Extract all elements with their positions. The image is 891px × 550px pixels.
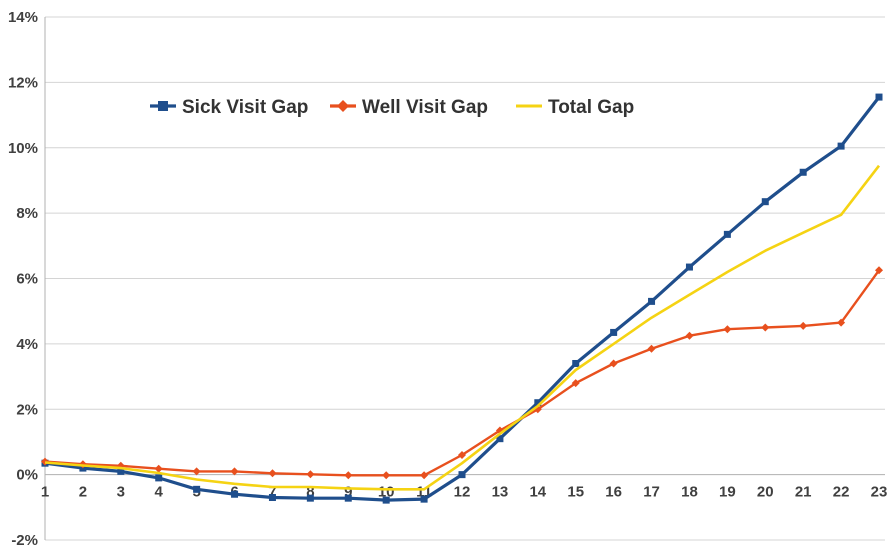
data-point-marker bbox=[117, 467, 125, 475]
data-point-marker bbox=[458, 451, 466, 459]
x-tick-label: 16 bbox=[605, 484, 622, 501]
y-tick-label: 10% bbox=[8, 140, 38, 157]
x-tick-label: 2 bbox=[79, 484, 87, 501]
data-point-marker bbox=[648, 297, 656, 305]
data-point-marker bbox=[723, 230, 731, 238]
data-point-marker bbox=[534, 399, 542, 407]
data-point-marker bbox=[571, 379, 580, 388]
legend-item-well-visit-gap: Well Visit Gap bbox=[330, 97, 488, 118]
legend-swatch-marker bbox=[158, 101, 168, 111]
legend-item-sick-visit-gap: Sick Visit Gap bbox=[150, 97, 308, 118]
data-point-marker bbox=[458, 471, 466, 479]
x-tick-label: 17 bbox=[643, 484, 660, 501]
legend-swatch-marker bbox=[337, 100, 349, 112]
legend-label: Sick Visit Gap bbox=[182, 97, 308, 118]
x-tick-label: 19 bbox=[719, 484, 736, 501]
x-tick-label: 21 bbox=[795, 484, 812, 501]
x-tick-label: 8 bbox=[306, 484, 314, 501]
data-point-marker bbox=[230, 467, 239, 476]
data-point-marker bbox=[382, 496, 390, 504]
data-point-marker bbox=[875, 93, 883, 101]
data-point-marker bbox=[420, 471, 429, 480]
data-point-marker bbox=[837, 142, 845, 150]
data-point-marker bbox=[344, 494, 352, 502]
x-tick-label: 14 bbox=[529, 484, 546, 501]
data-point-marker bbox=[723, 325, 732, 334]
y-tick-label: 4% bbox=[16, 336, 38, 353]
data-point-marker bbox=[875, 266, 883, 275]
x-tick-label: 10 bbox=[378, 484, 395, 501]
data-point-marker bbox=[609, 359, 618, 368]
data-point-marker bbox=[572, 359, 580, 367]
x-tick-label: 9 bbox=[344, 484, 352, 501]
x-tick-label: 15 bbox=[567, 484, 584, 501]
data-point-marker bbox=[192, 467, 201, 476]
x-tick-label: 23 bbox=[871, 484, 888, 501]
x-tick-label: 12 bbox=[454, 484, 471, 501]
data-point-marker bbox=[155, 474, 163, 482]
x-tick-label: 1 bbox=[41, 484, 49, 501]
data-point-marker bbox=[268, 494, 276, 502]
data-point-marker bbox=[799, 168, 807, 176]
legend-label: Well Visit Gap bbox=[362, 97, 488, 118]
legend-label: Total Gap bbox=[548, 97, 634, 118]
data-point-marker bbox=[685, 263, 693, 271]
data-point-marker bbox=[306, 470, 315, 479]
series-sick-visit-gap bbox=[41, 93, 883, 504]
data-point-marker bbox=[610, 328, 618, 336]
grid-lines bbox=[45, 16, 885, 541]
x-tick-label: 3 bbox=[117, 484, 125, 501]
data-point-marker bbox=[154, 464, 163, 473]
x-tick-label: 22 bbox=[833, 484, 850, 501]
series-lines bbox=[41, 93, 883, 504]
y-tick-label: 14% bbox=[8, 9, 38, 26]
axes: -2%0%2%4%6%8%10%12%14%123456789101112131… bbox=[8, 9, 887, 549]
series-line bbox=[44, 269, 880, 477]
y-tick-label: 12% bbox=[8, 74, 38, 91]
series-well-visit-gap bbox=[41, 266, 883, 480]
data-point-marker bbox=[761, 198, 769, 206]
data-point-marker bbox=[761, 323, 770, 332]
legend-item-total-gap: Total Gap bbox=[516, 97, 634, 118]
x-tick-label: 4 bbox=[155, 484, 164, 501]
x-tick-label: 18 bbox=[681, 484, 698, 501]
y-tick-label: 8% bbox=[16, 205, 38, 222]
data-point-marker bbox=[382, 471, 391, 480]
data-point-marker bbox=[685, 331, 694, 340]
y-tick-label: 0% bbox=[16, 467, 38, 484]
x-tick-label: 20 bbox=[757, 484, 774, 501]
data-point-marker bbox=[306, 494, 314, 502]
data-point-marker bbox=[268, 469, 277, 478]
series-line bbox=[44, 96, 881, 502]
legend: Sick Visit Gap Well Visit Gap Total Gap bbox=[150, 97, 634, 118]
x-tick-label: 7 bbox=[268, 484, 276, 501]
data-point-marker bbox=[193, 485, 201, 493]
x-tick-label: 13 bbox=[492, 484, 509, 501]
data-point-marker bbox=[420, 495, 428, 503]
data-point-marker bbox=[647, 344, 656, 353]
y-tick-label: 6% bbox=[16, 271, 38, 288]
data-point-marker bbox=[496, 435, 504, 443]
series-line bbox=[44, 164, 881, 491]
y-tick-label: 2% bbox=[16, 401, 38, 418]
data-point-marker bbox=[799, 321, 808, 330]
data-point-marker bbox=[344, 471, 353, 480]
data-point-marker bbox=[837, 318, 846, 327]
data-point-marker bbox=[231, 490, 239, 498]
y-tick-label: -2% bbox=[11, 532, 38, 549]
series-total-gap bbox=[44, 164, 881, 491]
